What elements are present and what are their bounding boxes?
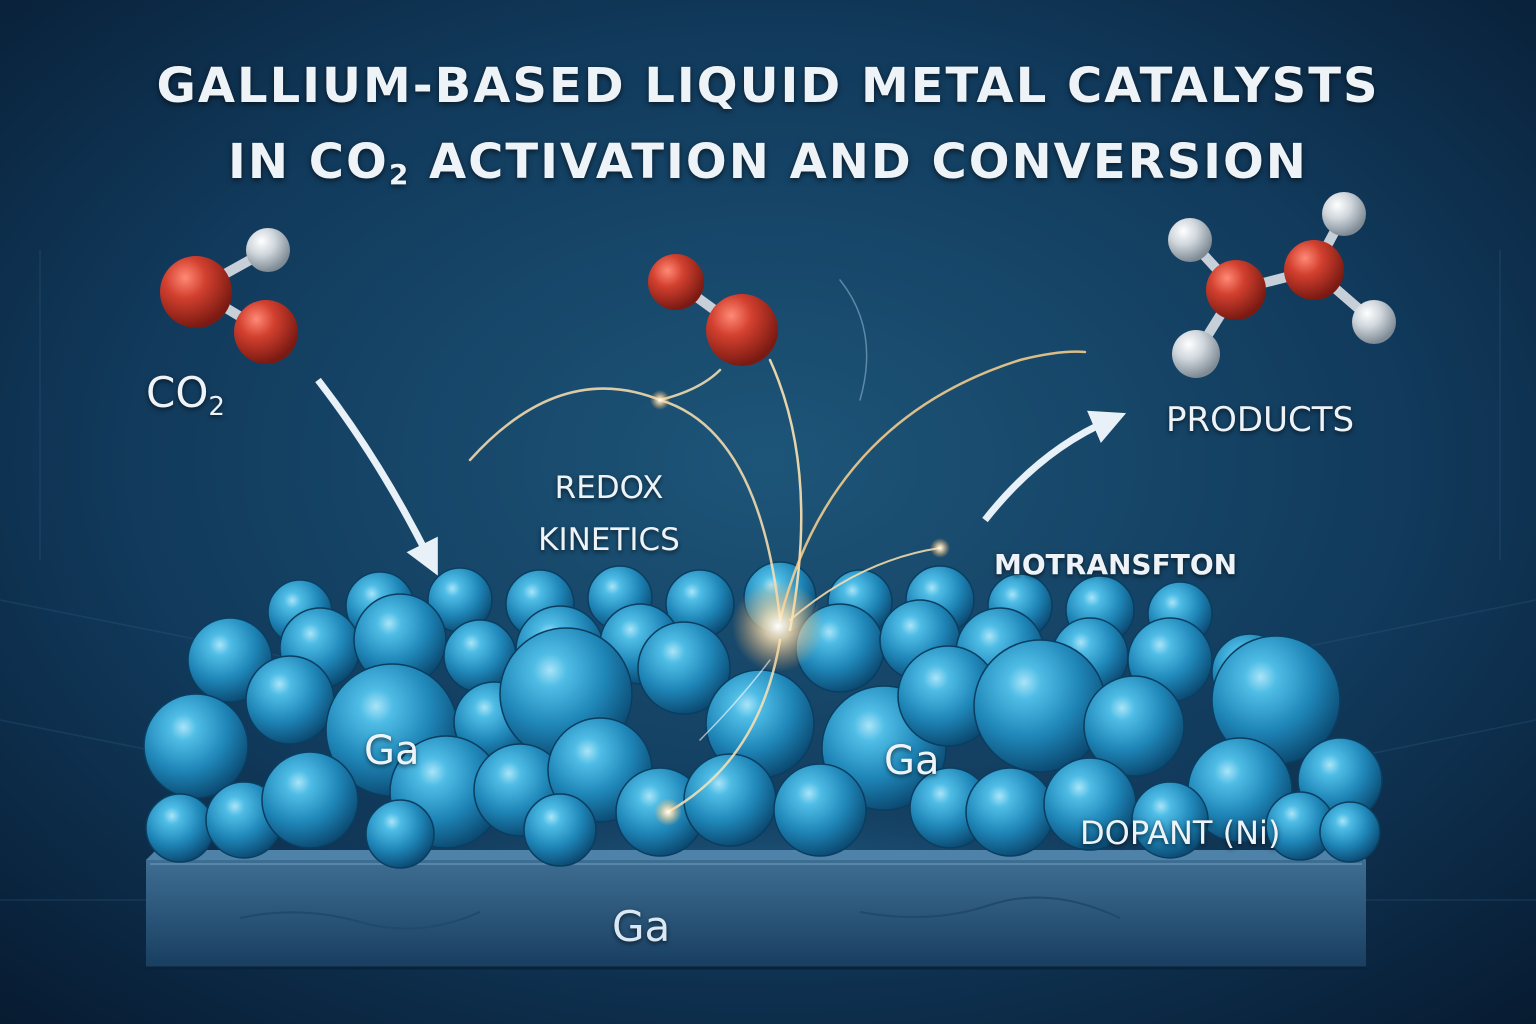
reaction-spark bbox=[732, 580, 824, 672]
gallium-sphere bbox=[365, 799, 435, 869]
dopant-label: DOPANT (Ni) bbox=[1080, 814, 1281, 852]
energy-streaks bbox=[468, 279, 1087, 814]
co2-inflow-arrow bbox=[315, 377, 438, 576]
gallium-base-slab bbox=[146, 850, 1366, 970]
redox-label-line-1: REDOX bbox=[554, 470, 664, 506]
gallium-sphere bbox=[1083, 675, 1185, 777]
co2-molecule-left bbox=[160, 228, 298, 364]
co-molecule-middle bbox=[648, 254, 778, 366]
gallium-sphere bbox=[145, 793, 215, 863]
co2-label-subscript: 2 bbox=[208, 392, 225, 422]
redox-label-line-2: KINETICS bbox=[538, 522, 680, 558]
gallium-sphere bbox=[773, 763, 867, 857]
motransfton-label: MOTRANSFTON bbox=[994, 548, 1238, 581]
spark-point-3 bbox=[654, 798, 682, 826]
gallium-sphere bbox=[261, 751, 359, 849]
title-line-2-prefix: IN CO bbox=[228, 134, 389, 190]
gallium-sphere bbox=[965, 767, 1055, 857]
co2-label: CO2 bbox=[146, 368, 225, 422]
spark-point-1 bbox=[650, 390, 670, 410]
ga-label-right: Ga bbox=[884, 738, 940, 784]
gallium-sphere bbox=[245, 655, 335, 745]
redox-kinetics-label: REDOX KINETICS bbox=[496, 462, 722, 566]
product-molecule-right bbox=[1168, 192, 1396, 378]
title-line-1: GALLIUM-BASED LIQUID METAL CATALYSTS bbox=[156, 58, 1380, 114]
co2-label-main: CO bbox=[146, 368, 209, 417]
gallium-sphere bbox=[143, 693, 249, 799]
title-line-2: IN CO2 ACTIVATION AND CONVERSION bbox=[0, 124, 1536, 213]
gallium-sphere bbox=[973, 639, 1107, 773]
spark-point-2 bbox=[930, 538, 950, 558]
gallium-sphere bbox=[1131, 781, 1209, 859]
title-line-2-suffix: ACTIVATION AND CONVERSION bbox=[410, 134, 1308, 190]
gallium-sphere bbox=[523, 793, 597, 867]
page-title: GALLIUM-BASED LIQUID METAL CATALYSTS IN … bbox=[0, 48, 1536, 213]
products-outflow-arrow bbox=[982, 410, 1127, 523]
ga-label-left: Ga bbox=[364, 728, 420, 774]
gallium-sphere bbox=[1319, 801, 1381, 863]
gallium-sphere bbox=[637, 621, 731, 715]
title-line-2-subscript: 2 bbox=[388, 158, 411, 191]
gallium-sphere bbox=[683, 753, 777, 847]
products-label: PRODUCTS bbox=[1166, 400, 1355, 440]
ga-label-base: Ga bbox=[612, 902, 671, 951]
